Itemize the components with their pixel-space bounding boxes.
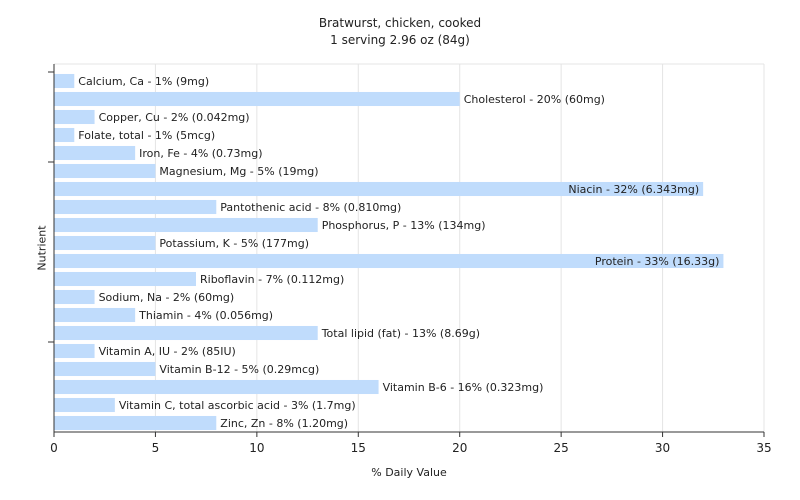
bar-label: Total lipid (fat) - 13% (8.69g) xyxy=(321,327,480,340)
bar xyxy=(54,91,460,107)
bar xyxy=(54,235,156,251)
bar-label: Folate, total - 1% (5mcg) xyxy=(78,129,215,142)
bar xyxy=(54,271,196,287)
bar-label: Iron, Fe - 4% (0.73mg) xyxy=(139,147,262,160)
chart-subtitle: 1 serving 2.96 oz (84g) xyxy=(330,33,470,47)
bar xyxy=(54,217,318,233)
bar xyxy=(54,307,136,323)
x-tick-label: 25 xyxy=(554,441,569,455)
data-labels: Calcium, Ca - 1% (9mg) Cholesterol - 20% … xyxy=(78,75,719,430)
bar-label: Protein - 33% (16.33g) xyxy=(595,255,720,268)
x-tick-label: 10 xyxy=(249,441,264,455)
y-axis-label: Nutrient xyxy=(35,225,49,271)
bar xyxy=(54,361,156,377)
bar-label: Vitamin B-12 - 5% (0.29mcg) xyxy=(159,363,319,376)
bar-label: Phosphorus, P - 13% (134mg) xyxy=(322,219,486,232)
bar xyxy=(54,163,156,179)
bars xyxy=(54,73,724,431)
bar-label: Vitamin A, IU - 2% (85IU) xyxy=(99,345,236,358)
bar-label: Magnesium, Mg - 5% (19mg) xyxy=(159,165,318,178)
bar xyxy=(54,199,217,215)
x-tick-label: 30 xyxy=(655,441,670,455)
bar xyxy=(54,181,704,197)
bar xyxy=(54,253,724,269)
bar xyxy=(54,397,115,413)
bar-label: Thiamin - 4% (0.056mg) xyxy=(138,309,273,322)
bar xyxy=(54,343,95,359)
bar-label: Vitamin B-6 - 16% (0.323mg) xyxy=(383,381,544,394)
bar xyxy=(54,109,95,125)
bar-label: Pantothenic acid - 8% (0.810mg) xyxy=(220,201,401,214)
bar xyxy=(54,289,95,305)
x-tick-label: 20 xyxy=(452,441,467,455)
bar-label: Riboflavin - 7% (0.112mg) xyxy=(200,273,344,286)
x-axis-label: % Daily Value xyxy=(371,466,447,479)
bar xyxy=(54,73,75,89)
bar-label: Vitamin C, total ascorbic acid - 3% (1.7… xyxy=(119,399,356,412)
x-tick-label: 5 xyxy=(152,441,160,455)
x-tick-label: 0 xyxy=(50,441,58,455)
bar-label: Cholesterol - 20% (60mg) xyxy=(464,93,605,106)
bar xyxy=(54,145,136,161)
bar xyxy=(54,325,318,341)
bar-label: Sodium, Na - 2% (60mg) xyxy=(99,291,235,304)
bar xyxy=(54,127,75,143)
bar xyxy=(54,379,379,395)
bar xyxy=(54,415,217,431)
bar-label: Zinc, Zn - 8% (1.20mg) xyxy=(220,417,348,430)
bar-label: Niacin - 32% (6.343mg) xyxy=(568,183,699,196)
axes: 0 5 10 15 20 25 30 35 xyxy=(48,64,772,455)
x-tick-label: 35 xyxy=(756,441,771,455)
bar-label: Potassium, K - 5% (177mg) xyxy=(159,237,309,250)
bar-label: Copper, Cu - 2% (0.042mg) xyxy=(99,111,250,124)
bar-label: Calcium, Ca - 1% (9mg) xyxy=(78,75,209,88)
chart-title: Bratwurst, chicken, cooked xyxy=(318,16,482,30)
x-tick-label: 15 xyxy=(351,441,366,455)
